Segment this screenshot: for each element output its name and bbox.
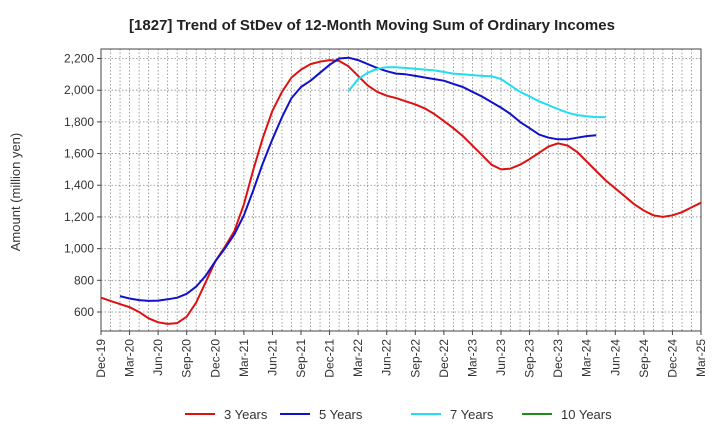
x-tick-label: Dec-23: [551, 339, 565, 378]
x-tick-label: Mar-22: [351, 339, 365, 377]
x-tick-label: Dec-24: [665, 339, 679, 378]
legend-label-7-years: 7 Years: [450, 407, 494, 422]
x-tick-label: Dec-22: [437, 339, 451, 378]
y-tick-label: 1,200: [64, 210, 94, 224]
x-tick-label: Dec-21: [323, 339, 337, 378]
chart-title: [1827] Trend of StDev of 12-Month Moving…: [129, 17, 615, 34]
series-line-7-years: [347, 66, 606, 119]
y-tick-label: 2,000: [64, 83, 94, 97]
y-axis-label: Amount (million yen): [8, 133, 23, 252]
plot-frame: [100, 48, 702, 332]
x-tick-label: Sep-20: [180, 339, 194, 378]
series-line-5-years: [119, 56, 597, 302]
legend-label-10-years: 10 Years: [561, 407, 612, 422]
x-tick-label: Mar-23: [465, 339, 479, 377]
y-tick-label: 2,200: [64, 52, 94, 66]
legend: 3 Years 5 Years 7 Years 10 Years: [185, 407, 612, 422]
x-axis-ticks: Dec-19 Mar-20 Jun-20 Sep-20 Dec-20 Mar-21 Jun-…: [94, 331, 708, 378]
series-group: [100, 56, 702, 325]
x-tick-label: Mar-21: [237, 339, 251, 377]
y-tick-label: 1,600: [64, 147, 94, 161]
y-tick-label: 1,400: [64, 178, 94, 192]
grid: [100, 49, 702, 331]
x-tick-label: Jun-24: [608, 339, 622, 376]
x-tick-label: Sep-22: [408, 339, 422, 378]
legend-label-3-years: 3 Years: [224, 407, 268, 422]
x-tick-label: Sep-24: [637, 339, 651, 378]
x-tick-label: Dec-19: [94, 339, 108, 378]
x-tick-label: Sep-23: [523, 339, 537, 378]
x-tick-label: Dec-20: [208, 339, 222, 378]
y-axis-ticks: 600 800 1,000 1,200 1,400 1,600 1,800 2,000 2,20…: [64, 52, 101, 319]
x-tick-label: Sep-21: [294, 339, 308, 378]
x-tick-label: Jun-20: [151, 339, 165, 376]
series-line-3-years: [100, 59, 702, 325]
x-tick-label: Mar-24: [580, 339, 594, 377]
x-tick-label: Jun-21: [265, 339, 279, 376]
legend-label-5-years: 5 Years: [319, 407, 363, 422]
x-tick-label: Mar-25: [694, 339, 708, 377]
y-tick-label: 1,000: [64, 242, 94, 256]
x-tick-label: Jun-23: [494, 339, 508, 376]
x-tick-label: Jun-22: [380, 339, 394, 376]
x-tick-label: Mar-20: [123, 339, 137, 377]
y-tick-label: 800: [74, 273, 94, 287]
y-tick-label: 600: [74, 305, 94, 319]
y-tick-label: 1,800: [64, 115, 94, 129]
